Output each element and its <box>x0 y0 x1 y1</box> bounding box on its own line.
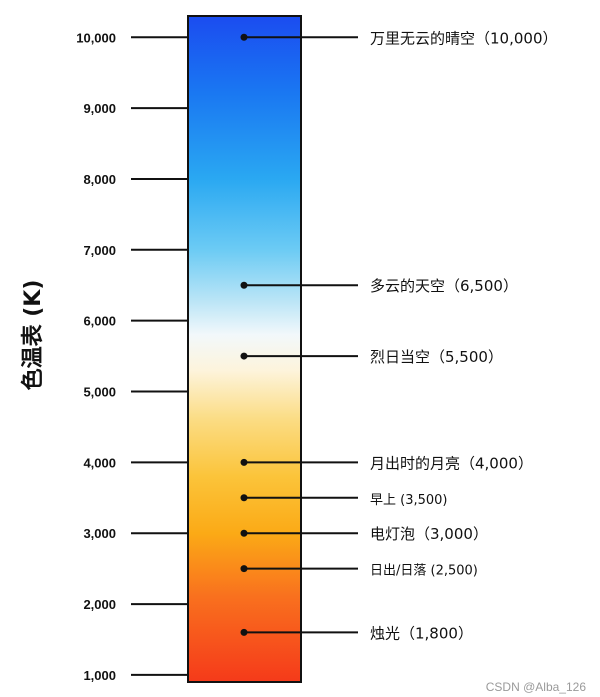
tick-label: 9,000 <box>83 101 116 116</box>
annotation-marker <box>240 494 248 502</box>
tick-label: 8,000 <box>83 172 116 187</box>
annotation-marker <box>240 458 248 466</box>
tick-label: 7,000 <box>83 243 116 258</box>
annotation-label: 万里无云的晴空（10,000） <box>370 29 558 47</box>
annotation-marker <box>240 628 248 636</box>
tick-label: 5,000 <box>83 385 116 400</box>
tick-label: 3,000 <box>83 526 116 541</box>
annotation-label: 烈日当空（5,500） <box>370 348 503 366</box>
annotation-label: 多云的天空（6,500） <box>370 277 518 295</box>
axis-title: 色温表 (K) <box>20 280 46 391</box>
annotation-label: 日出/日落 (2,500) <box>370 564 478 579</box>
tick-label: 1,000 <box>83 668 116 683</box>
annotation-marker <box>240 352 248 360</box>
annotation-marker <box>240 33 248 41</box>
tick-label: 6,000 <box>83 314 116 329</box>
tick-label: 4,000 <box>83 455 116 470</box>
annotation-marker <box>240 565 248 573</box>
annotation-marker <box>240 529 248 537</box>
color-temperature-bar <box>187 15 302 683</box>
tick-label: 2,000 <box>83 597 116 612</box>
watermark-text: CSDN @Alba_126 <box>485 680 586 694</box>
tick-label: 10,000 <box>76 30 116 45</box>
annotation-label: 月出时的月亮（4,000） <box>370 454 533 472</box>
annotation-marker <box>240 281 248 289</box>
annotation-label: 早上 (3,500) <box>370 493 448 508</box>
annotation-label: 烛光（1,800） <box>370 624 473 642</box>
annotation-label: 电灯泡（3,000） <box>370 525 488 543</box>
